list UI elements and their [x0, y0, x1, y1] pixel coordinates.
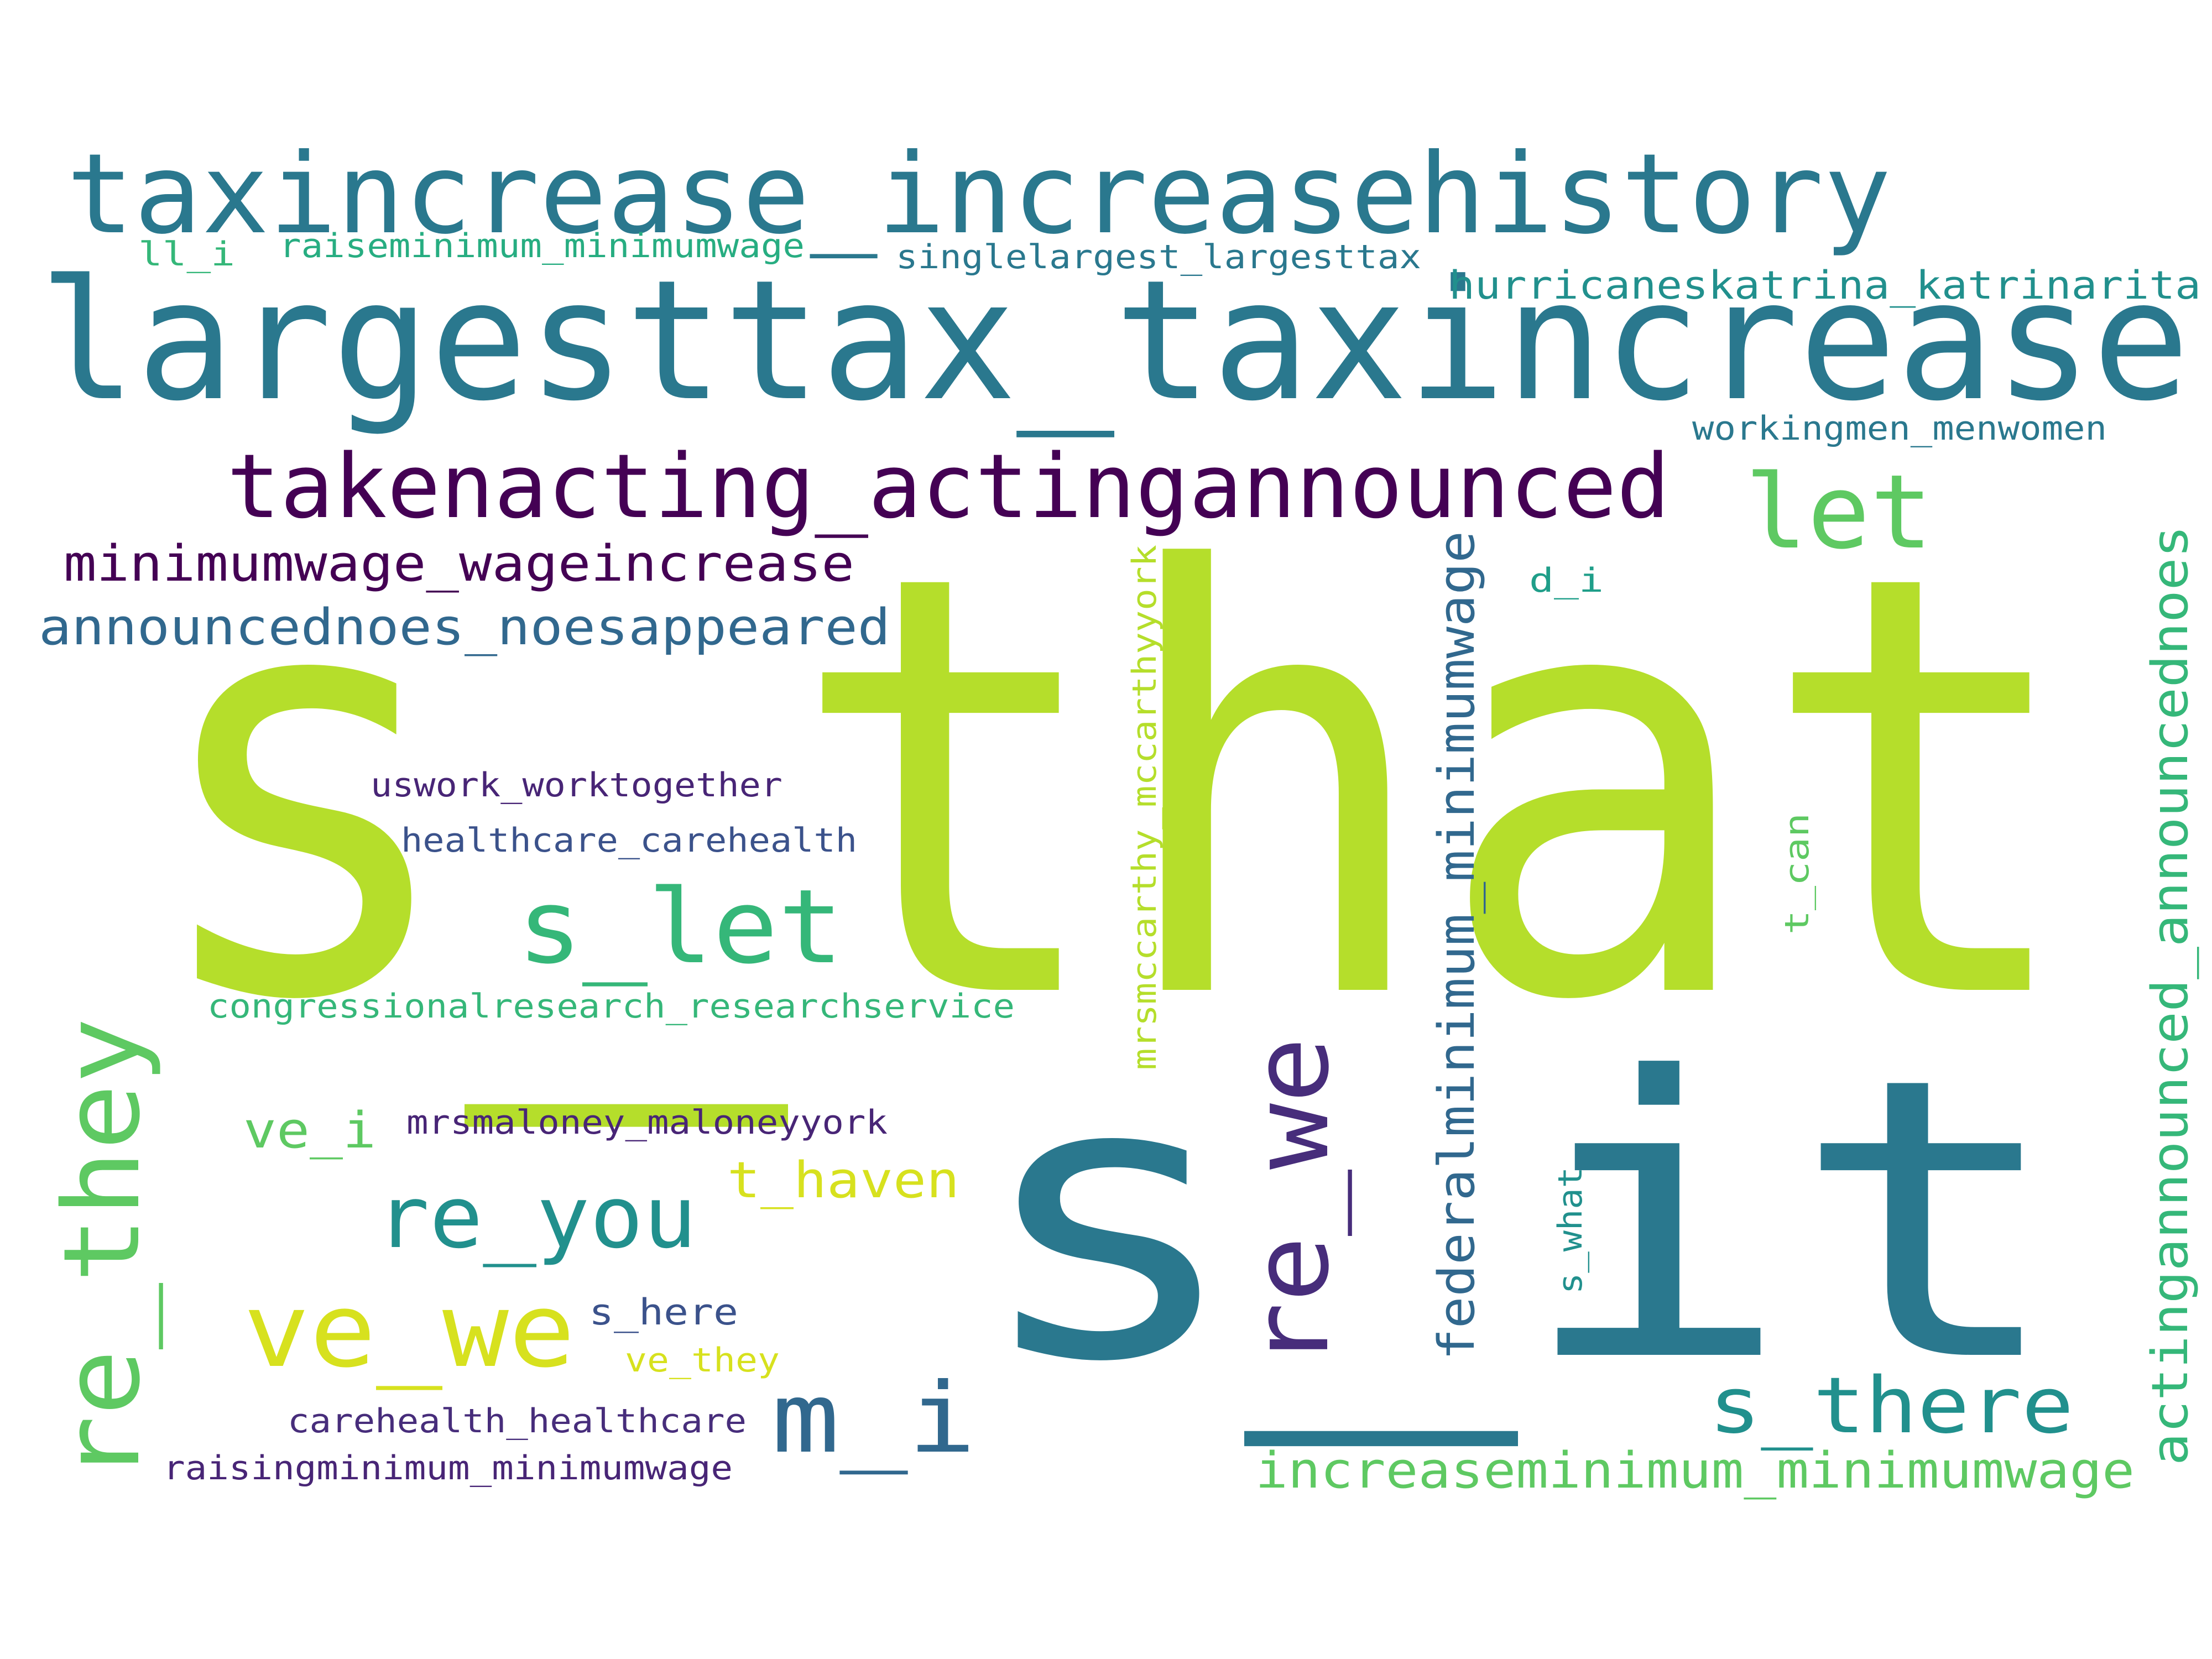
word-congressionalresearch-researchservice: congressionalresearch_researchservice [207, 987, 1015, 1026]
word-hurricaneskatrina-katrinarita: hurricaneskatrina_katrinarita [1449, 263, 2201, 308]
word-takenacting-actingannounced: takenacting_actingannounced [227, 435, 1670, 538]
word-ve-they: ve_they [625, 1341, 780, 1380]
word-healthcare-carehealth: healthcare_carehealth [401, 821, 857, 860]
word-raisingminimum-minimumwage: raisingminimum_minimumwage [163, 1449, 733, 1488]
word-minimumwage-wageincrease: minimumwage_wageincrease [64, 535, 854, 593]
word-federalminimum-minimumwage: federalminimum_minimumwage [1428, 531, 1486, 1360]
word-s-there: s_there [1709, 1361, 2074, 1451]
word-actingannounced-announcednoes: actingannounced_announcednoes [2141, 525, 2199, 1465]
word-ve-i: ve_i [243, 1102, 376, 1160]
word-s-here: s_here [589, 1292, 738, 1333]
word-re-we: re_we [1230, 1037, 1352, 1369]
word-announcednoes-noesappeared: announcednoes_noesappeared [39, 598, 890, 656]
word-t-can: t_can [1778, 813, 1817, 935]
word-ll-i: ll_i [138, 235, 235, 274]
word-workingmen-menwomen: workingmen_menwomen [1692, 409, 2107, 448]
word-re-they: re_they [41, 1018, 163, 1482]
word-mrsmccarthy-mccarthyyork: mrsmccarthy_mccarthyyork [1125, 545, 1164, 1070]
word-raiseminimum-minimumwage: raiseminimum_minimumwage [279, 227, 805, 265]
word-m-i: m_i [771, 1363, 976, 1475]
word-s-let: s_let [517, 867, 843, 987]
word-s-it: s_it [971, 996, 2065, 1452]
word-mrsmaloney-maloneyyork: mrsmaloney_maloneyyork [406, 1103, 888, 1142]
word-singlelargest-largesttax: singlelargest_largesttax [896, 238, 1421, 276]
word-taxincrease-increasehistory: taxincrease_increasehistory [66, 130, 1891, 259]
word-s-that: s_that [141, 451, 2082, 1135]
word-re-you: re_you [376, 1167, 697, 1267]
word-ve-we: ve_we [243, 1271, 575, 1390]
word-increaseminimum-minimumwage: increaseminimum_minimumwage [1255, 1442, 2135, 1500]
word-let: let [1745, 452, 1933, 572]
word-s-what: s_what [1551, 1167, 1590, 1294]
word-carehealth-healthcare: carehealth_healthcare [288, 1402, 747, 1441]
word-uswork-worktogether: uswork_worktogether [371, 766, 782, 805]
word-d-i: d_i [1529, 561, 1604, 600]
word-largesttax-taxincrease: largesttax_taxincrease [39, 244, 2190, 440]
word-t-haven: t_haven [727, 1151, 959, 1209]
